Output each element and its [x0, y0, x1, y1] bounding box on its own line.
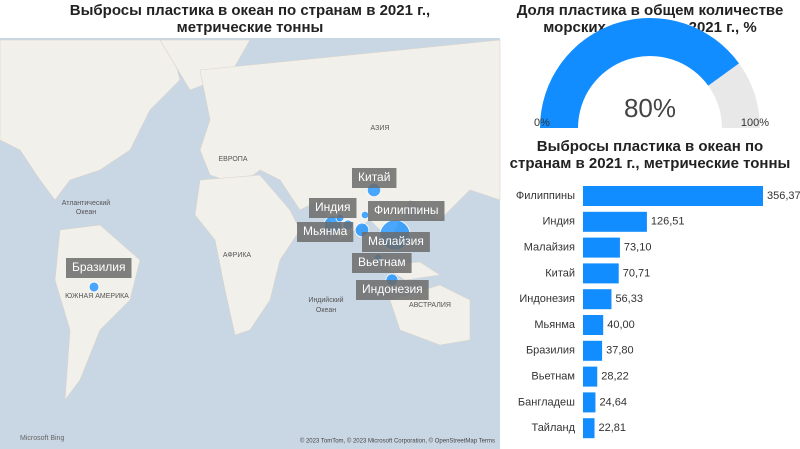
data-label: 56,33 — [615, 293, 643, 305]
y-tick-label: Малайзия — [524, 242, 575, 254]
map-label: Бразилия — [72, 260, 126, 274]
region-label: АЗИЯ — [371, 125, 390, 132]
data-label: 40,00 — [607, 319, 635, 331]
y-tick-label: Индонезия — [519, 293, 575, 305]
map-label: Малайзия — [368, 234, 424, 248]
y-tick-label: Мьянма — [534, 319, 575, 331]
gauge-title: Доля пластика в общем количестве — [517, 2, 784, 19]
y-tick-label: Бангладеш — [518, 396, 575, 408]
region-label: ЕВРОПА — [219, 156, 248, 163]
region-label: Индийский — [308, 296, 343, 304]
map-label: Китай — [358, 170, 390, 184]
gauge-tick-label: 0% — [534, 117, 550, 129]
bar — [583, 263, 619, 284]
data-label: 70,71 — [623, 267, 651, 279]
map-title: Выбросы пластика в океан по странам в 20… — [70, 2, 430, 19]
bar — [583, 211, 647, 232]
map-bubble — [360, 210, 370, 220]
bar — [583, 418, 595, 439]
y-tick-label: Индия — [542, 216, 575, 228]
bar-title: странам в 2021 г., метрические тонны — [510, 155, 791, 172]
data-label: 28,22 — [601, 371, 629, 383]
data-label: 356,37 — [767, 190, 800, 202]
region-label: АВСТРАЛИЯ — [409, 302, 451, 309]
map-label-box — [356, 280, 429, 300]
gauge-tick-label: 100% — [741, 117, 769, 129]
region-label: Атлантический — [62, 199, 111, 207]
region-label: ЮЖНАЯ АМЕРИКА — [65, 293, 129, 300]
bar — [583, 366, 598, 387]
map-label: Индия — [315, 200, 350, 214]
map-title: метрические тонны — [177, 19, 324, 36]
gauge-value-label: 80% — [624, 93, 676, 123]
map-attribution: © 2023 TomTom, © 2023 Microsoft Corporat… — [300, 438, 495, 445]
bar — [583, 237, 620, 258]
data-label: 24,64 — [599, 396, 627, 408]
map-label: Филиппины — [374, 203, 438, 217]
map-label: Вьетнам — [358, 255, 406, 269]
region-label: АФРИКА — [223, 252, 252, 259]
y-tick-label: Бразилия — [526, 345, 575, 357]
map-label-box — [368, 201, 445, 221]
map-logo: Microsoft Bing — [20, 435, 64, 442]
map-label-box — [352, 168, 397, 188]
data-label: 37,80 — [606, 345, 634, 357]
y-tick-label: Тайланд — [531, 422, 575, 434]
region-label: Океан — [316, 307, 336, 314]
map-label-box — [297, 222, 354, 242]
region-label: Океан — [76, 209, 96, 216]
map-label: Мьянма — [303, 224, 348, 238]
bar — [583, 289, 612, 310]
map-label-box — [66, 258, 132, 278]
data-label: 22,81 — [599, 422, 627, 434]
map-bubble — [88, 281, 100, 293]
data-label: 73,10 — [624, 242, 652, 254]
map-label-box — [362, 232, 430, 252]
y-tick-label: Филиппины — [516, 190, 575, 202]
data-label: 126,51 — [651, 216, 685, 228]
bar — [583, 392, 596, 413]
map-label: Индонезия — [362, 282, 423, 296]
bar — [583, 315, 604, 335]
gauge-value — [540, 17, 739, 129]
map-label-box — [352, 253, 412, 273]
bar-title: Выбросы пластика в океан по — [537, 138, 763, 155]
y-tick-label: Китай — [545, 267, 575, 279]
bar — [583, 186, 763, 206]
bar — [583, 340, 603, 361]
y-tick-label: Вьетнам — [531, 371, 575, 383]
map-label-box — [309, 198, 357, 218]
